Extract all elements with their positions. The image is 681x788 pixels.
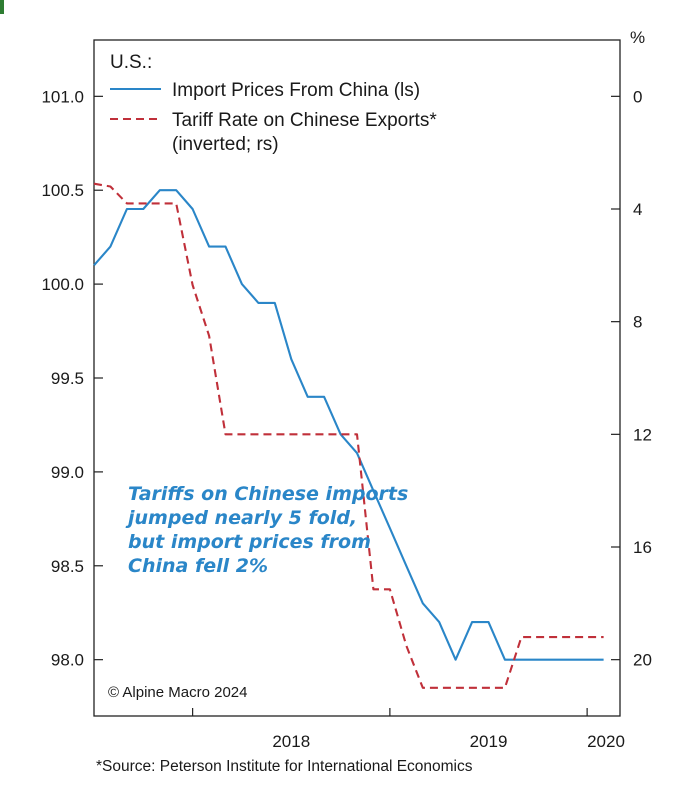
line-chart: 101.0 100.5 100.0 99.5 99.0 98.5 98.0 0 4 8 12 16 2… bbox=[41, 28, 652, 750]
right-tick-label: 20 bbox=[633, 651, 652, 670]
left-tick-label: 98.5 bbox=[51, 557, 84, 576]
right-tick-label: 16 bbox=[633, 538, 652, 557]
x-tick-label: 2018 bbox=[272, 732, 310, 750]
left-tick-label: 100.5 bbox=[41, 181, 84, 200]
x-tick-label: 2020 bbox=[587, 732, 625, 750]
series-layer bbox=[93, 182, 604, 689]
legend-label-tariff-rate: Tariff Rate on Chinese Exports* (inverted… bbox=[172, 110, 437, 155]
left-tick-label: 99.0 bbox=[51, 463, 84, 482]
left-tick-label: 100.0 bbox=[41, 275, 84, 294]
left-tick-label: 99.5 bbox=[51, 369, 84, 388]
corner-mark bbox=[0, 0, 4, 14]
annotation-line: China fell 2% bbox=[128, 555, 268, 577]
copyright-note: © Alpine Macro 2024 bbox=[108, 684, 247, 701]
annotation-line: Tariffs on Chinese imports bbox=[128, 483, 408, 505]
source-note: *Source: Peterson Institute for Internat… bbox=[96, 758, 473, 775]
annotation-line: but import prices from bbox=[128, 531, 371, 553]
left-axis: 101.0 100.5 100.0 99.5 99.0 98.5 98.0 bbox=[41, 87, 103, 670]
legend-label-import-prices: Import Prices From China (ls) bbox=[172, 80, 420, 101]
right-axis-unit: % bbox=[630, 28, 645, 47]
import-prices-line bbox=[93, 189, 604, 661]
left-tick-label: 101.0 bbox=[41, 87, 84, 106]
legend-title: U.S.: bbox=[110, 52, 152, 73]
tariff-rate-line bbox=[93, 182, 604, 689]
x-axis: 2018 2019 2020 bbox=[192, 708, 625, 750]
right-axis: 0 4 8 12 16 20% bbox=[611, 28, 652, 670]
annotation-line: jumped nearly 5 fold, bbox=[125, 507, 357, 529]
legend: U.S.: Import Prices From China (ls) Tariff… bbox=[110, 52, 437, 155]
right-tick-label: 0 bbox=[633, 87, 642, 106]
left-tick-label: 98.0 bbox=[51, 651, 84, 670]
right-tick-label: 12 bbox=[633, 425, 652, 444]
x-tick-label: 2019 bbox=[470, 732, 508, 750]
right-tick-label: 4 bbox=[633, 200, 642, 219]
right-tick-label: 8 bbox=[633, 313, 642, 332]
